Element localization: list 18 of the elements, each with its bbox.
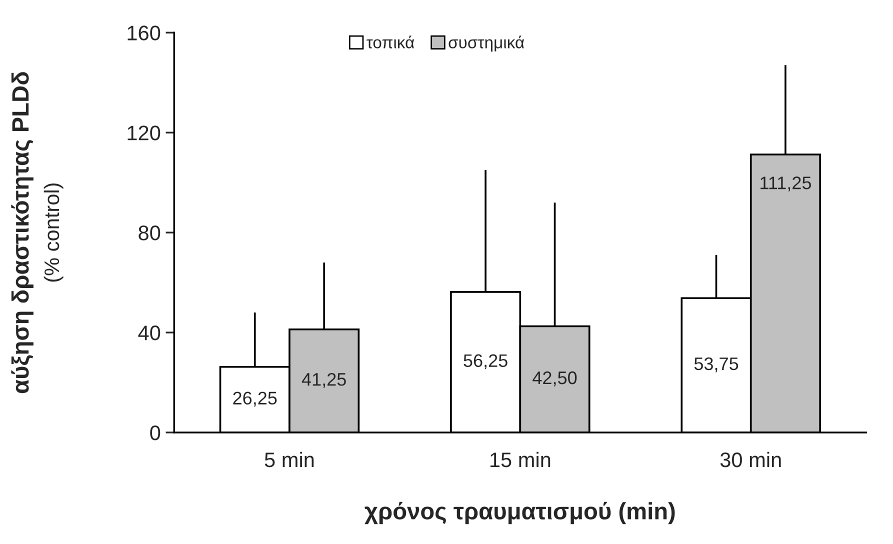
legend-label: τοπικά <box>366 36 414 48</box>
y-tick-label: 120 <box>128 126 160 140</box>
legend-label: συστημικά <box>448 36 524 52</box>
data-label: 42,50 <box>532 371 577 386</box>
x-tick-label: 30 min <box>720 452 781 468</box>
x-tick-label: 5 min <box>264 452 314 468</box>
y-axis-title: αύξηση δραστικότητας PLDδ (% control) <box>11 72 64 394</box>
y-tick-label: 40 <box>138 326 160 340</box>
data-label: 26,25 <box>233 392 277 407</box>
x-axis-title: χρόνος τραυματισμού (min) <box>364 502 675 524</box>
y-tick-label: 0 <box>150 425 160 440</box>
data-label: 56,25 <box>464 354 508 370</box>
data-label: 111,25 <box>760 176 811 192</box>
y-tick-label: 160 <box>128 26 160 40</box>
data-label: 41,25 <box>302 373 346 388</box>
x-tick-label: 15 min <box>490 452 550 468</box>
data-label: 53,75 <box>694 357 738 372</box>
y-tick-label: 80 <box>138 226 160 240</box>
